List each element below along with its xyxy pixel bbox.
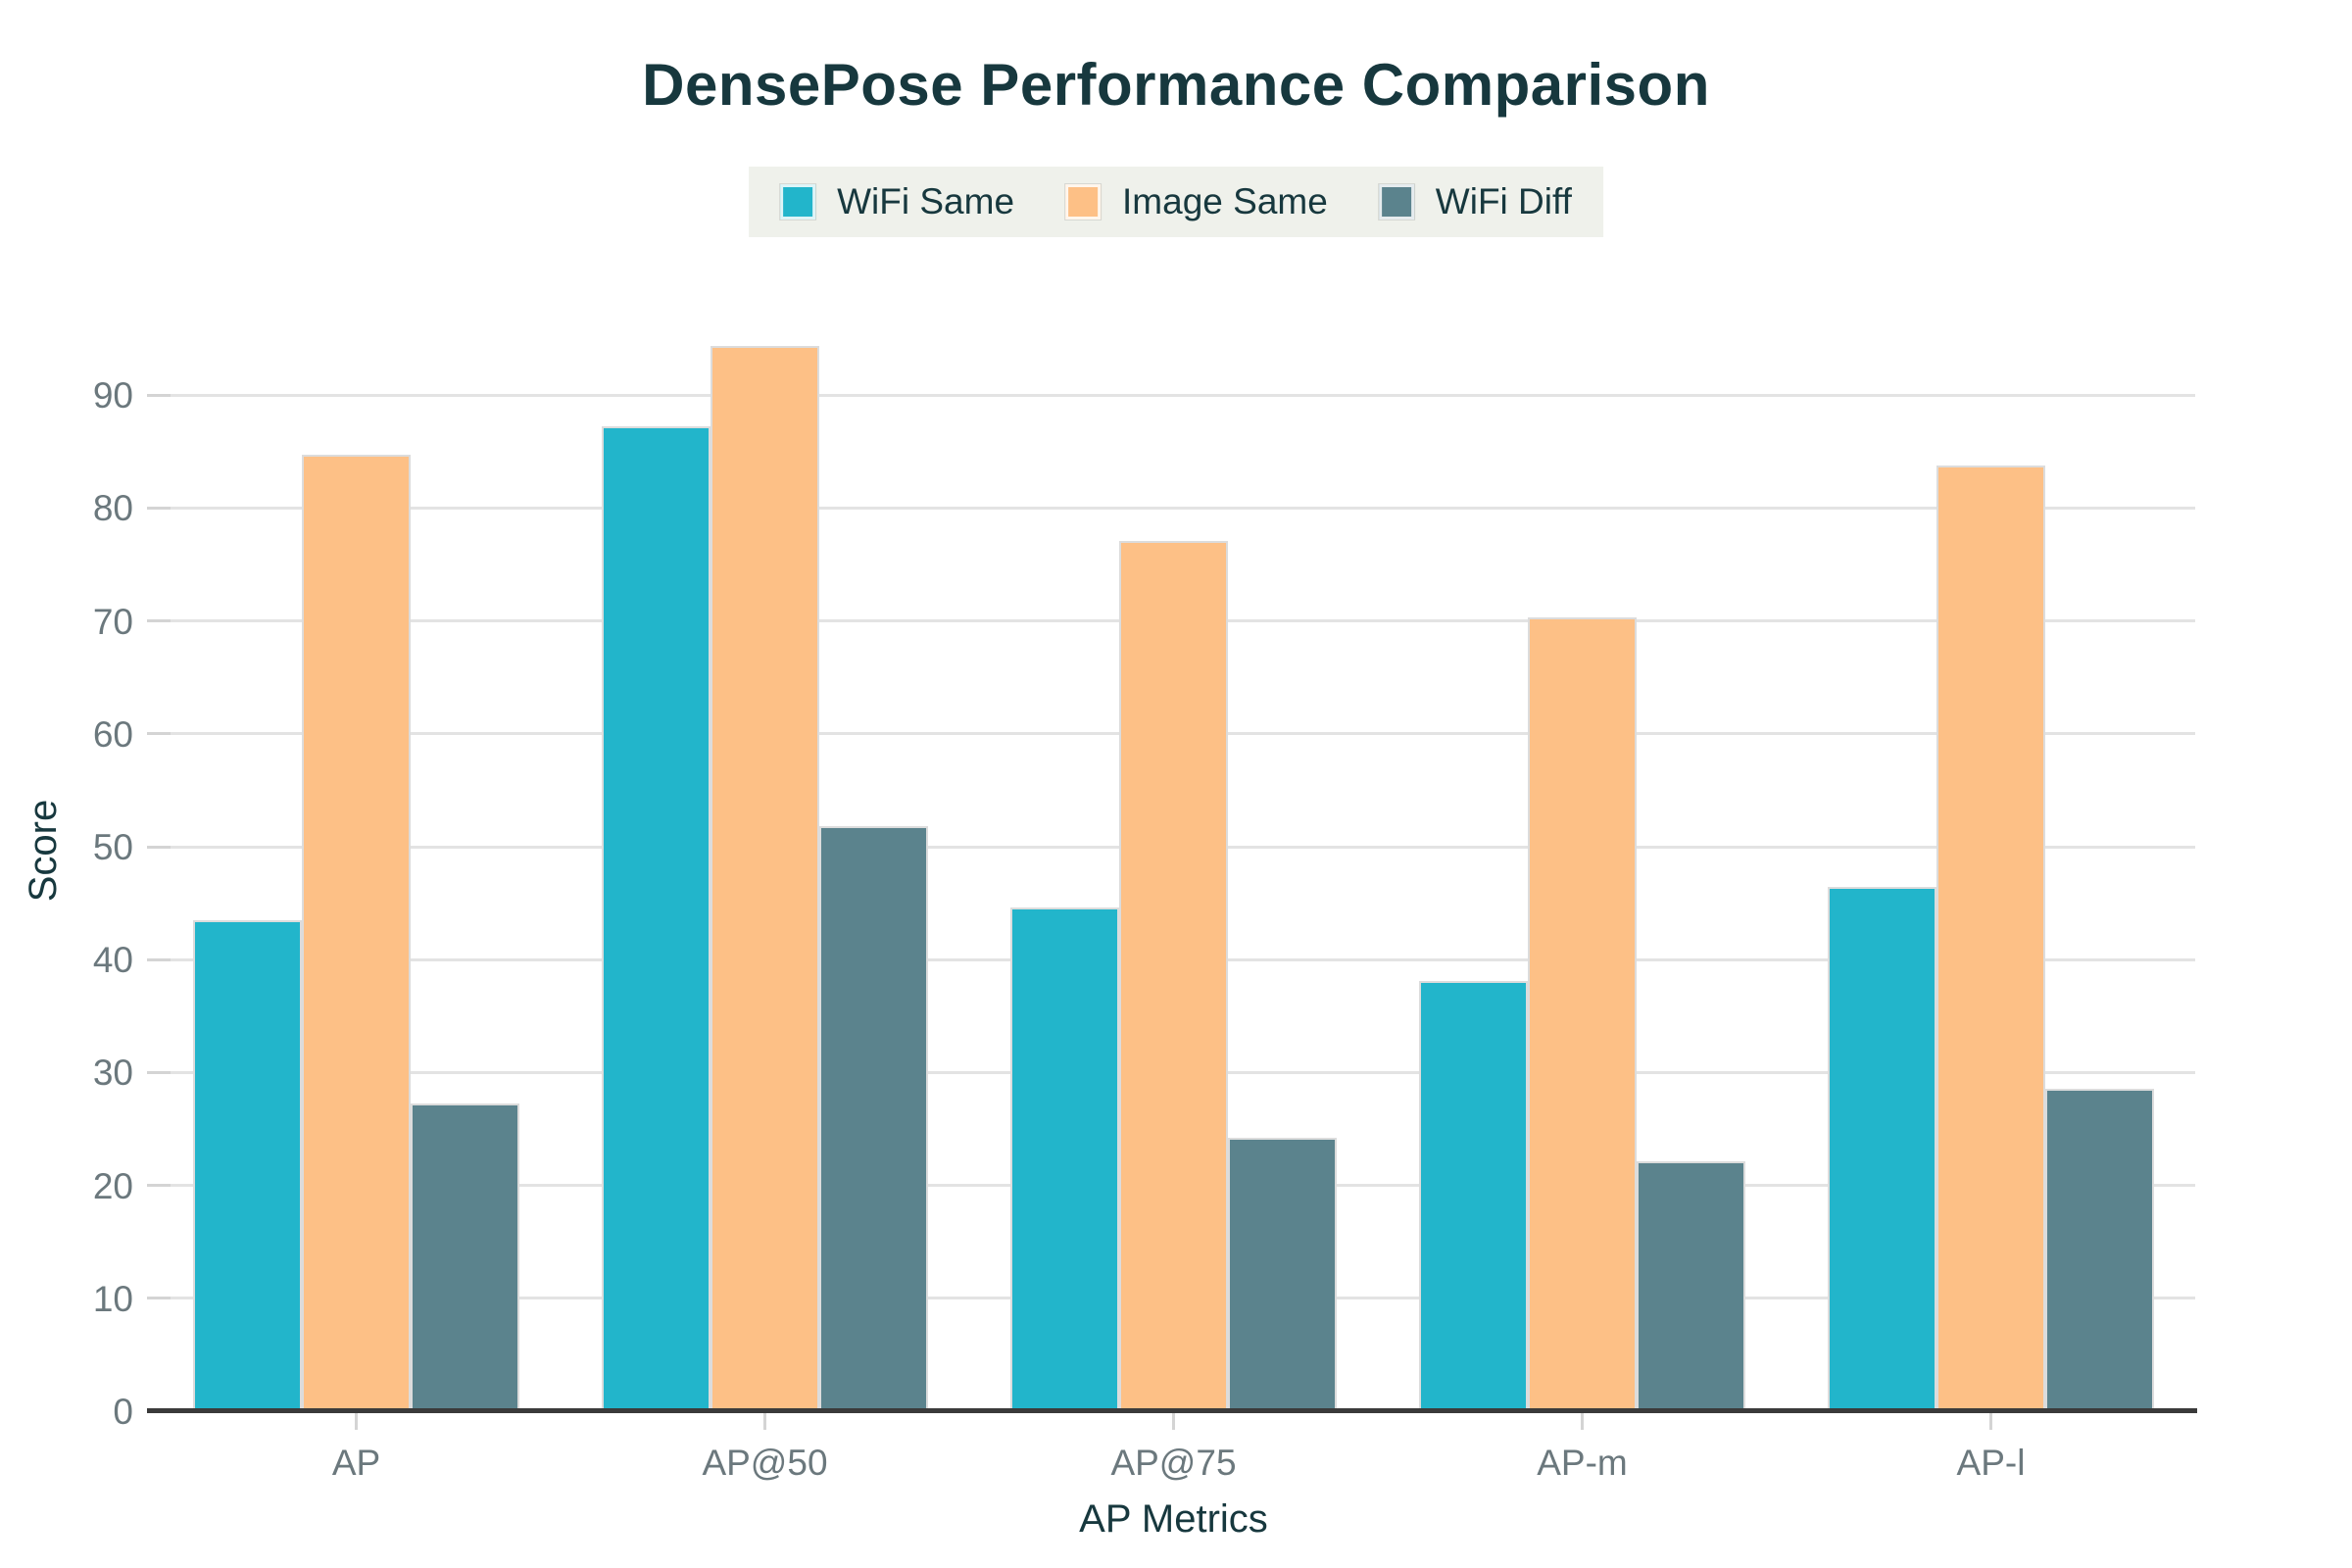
gridline-90: [147, 393, 2195, 397]
bar-AP-l-image-same: [1936, 465, 2045, 1411]
bar-AP-image-same: [302, 455, 411, 1411]
legend-label-image-same: Image Same: [1122, 181, 1328, 221]
legend-label-wifi-diff: WiFi Diff: [1435, 181, 1572, 221]
bar-AP-l-wifi-diff: [2045, 1088, 2154, 1411]
legend-item-wifi-diff: WiFi Diff: [1377, 181, 1572, 222]
x-tick-label-AP@75: AP@75: [1110, 1443, 1237, 1483]
bar-AP@75-wifi-same: [1010, 907, 1119, 1411]
y-tick-label-90: 90: [92, 375, 133, 416]
bar-AP@75-wifi-diff: [1228, 1138, 1337, 1411]
chart-title: DensePose Performance Comparison: [642, 52, 1710, 118]
x-tick-label-AP: AP: [331, 1443, 381, 1483]
legend-swatch-wifi-diff: [1377, 183, 1415, 220]
y-tick-mark-20: [147, 1184, 171, 1188]
bar-AP-m-image-same: [1528, 617, 1637, 1411]
bar-AP@50-wifi-diff: [819, 826, 928, 1411]
y-tick-label-40: 40: [92, 940, 133, 981]
y-tick-label-0: 0: [113, 1392, 133, 1432]
y-tick-mark-40: [147, 957, 171, 961]
y-tick-label-50: 50: [92, 827, 133, 867]
bar-AP-m-wifi-same: [1419, 981, 1528, 1411]
legend-label-wifi-same: WiFi Same: [837, 181, 1015, 221]
y-tick-mark-90: [147, 393, 171, 397]
gridline-80: [147, 506, 2195, 510]
bar-AP-wifi-diff: [411, 1102, 519, 1411]
bar-AP@50-wifi-same: [602, 426, 710, 1411]
x-tick-mark-AP@75: [1172, 1413, 1175, 1430]
x-tick-mark-AP-m: [1581, 1413, 1584, 1430]
y-tick-mark-30: [147, 1070, 171, 1074]
legend-item-image-same: Image Same: [1064, 181, 1328, 222]
x-axis-title: AP Metrics: [1079, 1497, 1268, 1541]
bar-AP-l-wifi-same: [1828, 887, 1936, 1411]
y-tick-mark-10: [147, 1297, 171, 1300]
bar-AP-wifi-same: [193, 919, 302, 1411]
legend-swatch-image-same: [1064, 183, 1102, 220]
x-tick-label-AP@50: AP@50: [702, 1443, 828, 1483]
y-tick-label-30: 30: [92, 1053, 133, 1094]
bar-AP@50-image-same: [710, 345, 819, 1411]
y-tick-mark-50: [147, 845, 171, 849]
y-tick-mark-70: [147, 619, 171, 623]
bar-AP-m-wifi-diff: [1637, 1161, 1745, 1411]
legend-swatch-wifi-same: [779, 183, 817, 220]
y-tick-mark-60: [147, 732, 171, 736]
y-tick-label-10: 10: [92, 1278, 133, 1319]
y-tick-mark-80: [147, 506, 171, 510]
x-tick-mark-AP: [355, 1413, 358, 1430]
y-tick-label-80: 80: [92, 488, 133, 529]
y-tick-label-70: 70: [92, 601, 133, 642]
x-tick-label-AP-m: AP-m: [1537, 1443, 1628, 1483]
y-tick-label-60: 60: [92, 713, 133, 755]
y-tick-label-20: 20: [92, 1165, 133, 1206]
x-tick-mark-AP-l: [1989, 1413, 1992, 1430]
x-tick-label-AP-l: AP-l: [1956, 1443, 2026, 1483]
bar-AP@75-image-same: [1119, 540, 1228, 1411]
legend: WiFi Same Image Same WiFi Diff: [749, 167, 1603, 237]
plot-area: [147, 282, 2195, 1411]
x-axis-line: [147, 1408, 2197, 1413]
x-tick-mark-AP@50: [763, 1413, 766, 1430]
legend-item-wifi-same: WiFi Same: [779, 181, 1015, 222]
